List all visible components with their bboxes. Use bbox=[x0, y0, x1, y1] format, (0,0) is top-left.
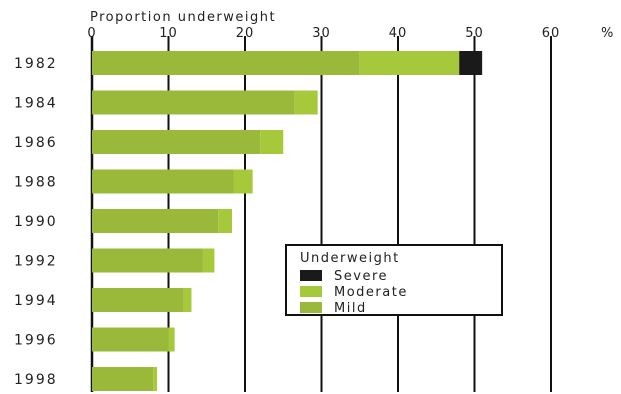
legend-label-severe: Severe bbox=[334, 269, 388, 284]
year-label: 1994 bbox=[14, 293, 58, 309]
legend-title: Underweight bbox=[300, 251, 400, 266]
year-label: 1990 bbox=[14, 214, 58, 230]
year-label: 1986 bbox=[14, 135, 58, 151]
bar-mild-1990 bbox=[92, 209, 219, 233]
bar-moderate-1998 bbox=[153, 367, 158, 391]
x-tick-label: 10 bbox=[159, 26, 178, 41]
x-tick-label: 60 bbox=[542, 26, 561, 41]
bar-mild-1998 bbox=[92, 367, 154, 391]
bar-mild-1994 bbox=[92, 288, 184, 312]
x-tick-label: 50 bbox=[465, 26, 484, 41]
x-tick-label: 0 bbox=[87, 26, 96, 41]
x-tick-label: 20 bbox=[236, 26, 255, 41]
bars bbox=[92, 51, 483, 391]
bar-moderate-1988 bbox=[233, 169, 253, 194]
bar-moderate-1992 bbox=[202, 248, 215, 273]
legend-swatch-moderate bbox=[300, 286, 322, 297]
x-tick-label: 30 bbox=[312, 26, 331, 41]
year-labels: 1982 1984 1986 1988 1990 1992 1994 1996 1998 bbox=[14, 56, 58, 388]
year-label: 1982 bbox=[14, 56, 58, 72]
bar-moderate-1982 bbox=[359, 51, 460, 75]
year-label: 1984 bbox=[14, 96, 58, 112]
x-axis-title: Proportion underweight bbox=[90, 10, 276, 25]
bar-moderate-1990 bbox=[218, 209, 232, 233]
year-label: 1988 bbox=[14, 175, 58, 191]
bar-mild-1988 bbox=[92, 169, 234, 194]
bar-moderate-1994 bbox=[183, 288, 192, 312]
legend-label-moderate: Moderate bbox=[334, 285, 408, 300]
bar-mild-1986 bbox=[92, 130, 261, 154]
year-label: 1992 bbox=[14, 254, 58, 270]
bar-moderate-1984 bbox=[294, 90, 318, 115]
unit-label: % bbox=[601, 26, 614, 41]
bar-mild-1982 bbox=[92, 51, 360, 75]
bar-mild-1992 bbox=[92, 248, 203, 273]
legend-swatch-severe bbox=[300, 270, 322, 281]
bar-moderate-1996 bbox=[168, 327, 175, 352]
year-label: 1998 bbox=[14, 372, 58, 388]
bar-moderate-1986 bbox=[260, 130, 284, 154]
bar-mild-1996 bbox=[92, 327, 169, 352]
x-tick-label: 40 bbox=[389, 26, 408, 41]
bar-severe-1982 bbox=[459, 51, 483, 75]
legend-swatch-mild bbox=[300, 302, 322, 313]
legend-label-mild: Mild bbox=[334, 301, 367, 316]
x-tick-labels: 0 10 20 30 40 50 60 bbox=[87, 26, 561, 41]
bar-mild-1984 bbox=[92, 90, 295, 115]
year-label: 1996 bbox=[14, 333, 58, 349]
